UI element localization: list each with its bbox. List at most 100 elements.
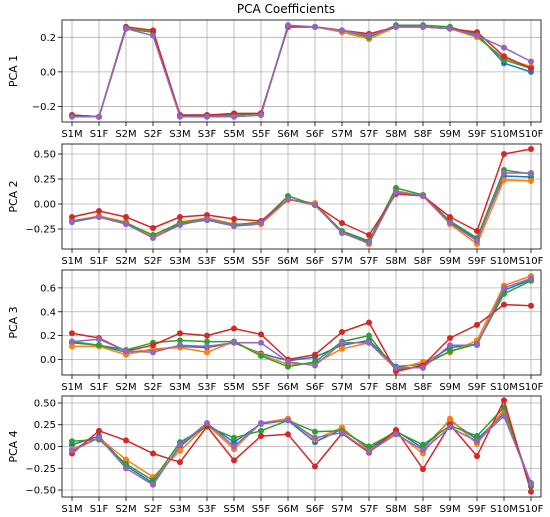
data-point [231, 223, 237, 229]
x-tick-label: S2F [144, 129, 163, 140]
x-tick-label: S8M [385, 129, 406, 140]
data-point [231, 443, 237, 450]
y-tick-label: 0.6 [40, 283, 56, 294]
axes-frame [61, 143, 542, 250]
data-point [123, 214, 129, 220]
x-tick-label: S10F [519, 129, 544, 140]
data-point [447, 214, 453, 220]
data-point [285, 431, 291, 438]
x-tick-label: S9M [439, 129, 460, 140]
y-tick-label: 0.0 [40, 355, 56, 366]
data-point [528, 146, 534, 152]
data-point [420, 23, 426, 30]
series-line-5 [71, 172, 531, 244]
data-point [231, 339, 237, 346]
x-tick-label: S3F [198, 129, 217, 140]
y-tick-label: 0.00 [34, 200, 56, 211]
axes-frame [61, 19, 542, 123]
x-tick-label: S7M [331, 382, 352, 393]
series-line-1 [71, 278, 532, 368]
series-line-5 [71, 277, 532, 369]
y-tick-label: 0.4 [40, 307, 56, 318]
data-point [339, 230, 345, 236]
data-point [123, 25, 129, 32]
x-tick-label: S7F [360, 129, 379, 140]
data-point [150, 349, 156, 356]
data-point [69, 113, 75, 120]
x-tick-label: S10M [490, 382, 518, 393]
data-point [474, 433, 480, 440]
data-point [393, 23, 399, 30]
data-point [285, 363, 291, 370]
x-tick-label: S3M [169, 382, 190, 393]
x-tick-label: S6F [306, 129, 325, 140]
x-tick-label: S5F [252, 256, 271, 267]
x-tick-label: S1F [90, 256, 109, 267]
data-point [312, 362, 318, 369]
x-tick-label: S9F [468, 382, 487, 393]
data-point [285, 417, 291, 424]
panel-pca-1: −0.2 0.0 0.2 S1M S1F S2M S2F S3M S3F S5M S5F S6M S6F… [7, 19, 544, 140]
data-point [312, 351, 318, 358]
data-point [177, 330, 183, 337]
data-point [204, 343, 210, 350]
data-point [96, 113, 102, 120]
data-point [204, 419, 210, 426]
x-tick-label: S1M [61, 129, 82, 140]
data-point [339, 345, 345, 352]
data-point [177, 337, 183, 344]
data-point [339, 27, 345, 34]
data-point [528, 488, 534, 495]
x-tick-label: S3F [198, 256, 217, 267]
data-point [528, 275, 534, 282]
data-point [366, 240, 372, 246]
data-point [447, 220, 453, 226]
data-point [474, 228, 480, 234]
data-point [150, 32, 156, 39]
y-tick-label: 0.25 [34, 420, 56, 431]
data-point [447, 335, 453, 342]
x-tick-label: S9F [468, 504, 487, 515]
series-line-2 [72, 275, 532, 370]
data-point [474, 32, 480, 39]
data-point [420, 466, 426, 473]
data-point [366, 339, 372, 346]
x-tick-label: S5F [252, 129, 271, 140]
data-point [285, 22, 291, 29]
x-tick-label: S9M [439, 504, 460, 515]
data-point [339, 329, 345, 336]
data-point [231, 325, 237, 332]
x-tick-label: S2M [115, 504, 136, 515]
x-tick-label: S10M [490, 129, 518, 140]
x-tick-label: S6F [306, 382, 325, 393]
data-point [339, 429, 345, 436]
data-point [528, 170, 534, 176]
data-point [150, 27, 156, 34]
data-point [177, 113, 183, 120]
y-tick-label: 0.00 [34, 442, 56, 453]
data-point [501, 170, 507, 176]
data-point [231, 434, 237, 441]
y-tick-label: −0.25 [25, 464, 56, 475]
x-tick-label: S10M [490, 504, 518, 515]
panel-pca-2: −0.25 0.00 0.25 0.50 S1M S1F S2M S2F S3M S3F S5M S5… [7, 143, 544, 267]
data-point [150, 342, 156, 349]
y-tick-label: 0.2 [40, 33, 56, 44]
data-point [204, 332, 210, 339]
data-point [150, 481, 156, 488]
data-point [528, 178, 534, 184]
y-tick-label: 0.50 [34, 398, 56, 409]
x-tick-label: S2F [144, 256, 163, 267]
x-tick-label: S2M [115, 256, 136, 267]
x-tick-label: S10F [519, 256, 544, 267]
data-point [501, 44, 507, 51]
x-tick-label: S8F [414, 382, 433, 393]
x-tick-label: S5M [223, 382, 244, 393]
data-point [501, 413, 507, 420]
series-line-3 [71, 406, 532, 487]
data-point [177, 342, 183, 349]
data-point [501, 151, 507, 157]
data-point [420, 193, 426, 199]
x-tick-label: S2M [115, 382, 136, 393]
y-tick-label: 0.2 [40, 331, 56, 342]
